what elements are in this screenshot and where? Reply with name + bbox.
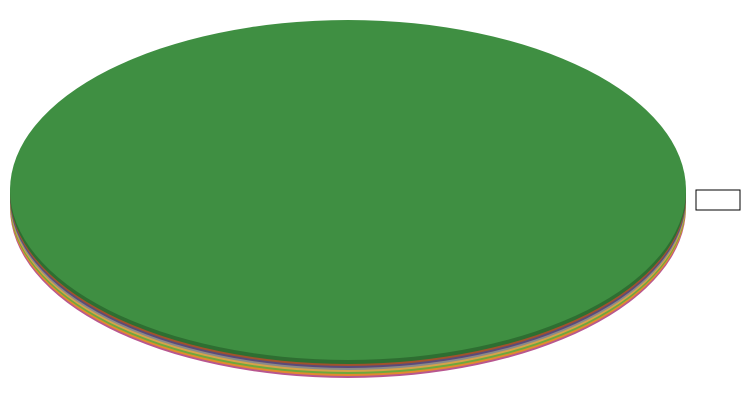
pie-slice <box>10 20 686 360</box>
pie <box>10 20 686 360</box>
legend-box <box>695 189 741 211</box>
